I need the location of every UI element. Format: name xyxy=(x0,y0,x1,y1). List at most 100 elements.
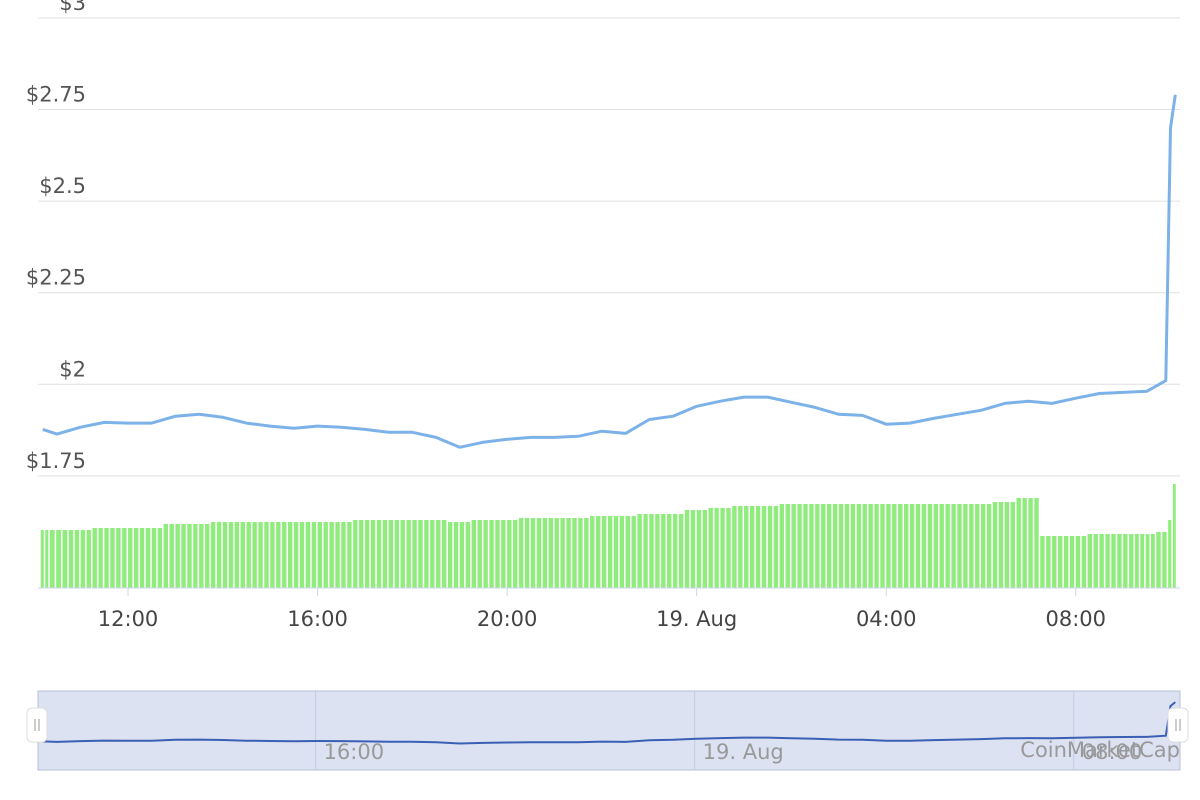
volume-bar-part xyxy=(566,518,571,588)
volume-bar-part xyxy=(708,508,713,588)
volume-bar-part xyxy=(1172,484,1176,588)
x-tick-label: 19. Aug xyxy=(656,607,737,631)
volume-bar-part xyxy=(524,518,530,588)
volume-bar-part xyxy=(110,528,115,588)
volume-bar-part xyxy=(815,504,820,588)
volume-bar xyxy=(969,504,992,588)
volume-bar-part xyxy=(554,518,559,588)
volume-bar xyxy=(187,524,210,588)
volume-bar xyxy=(803,504,826,588)
volume-bar-part xyxy=(412,520,417,588)
volume-bar-part xyxy=(62,530,68,588)
volume-bar xyxy=(732,506,755,588)
volume-bar xyxy=(495,520,518,588)
volume-bar-part xyxy=(264,522,269,588)
volume-bar-part xyxy=(892,504,897,588)
volume-bar-part xyxy=(513,520,518,588)
volume-bar-part xyxy=(927,504,933,588)
volume-bar-part xyxy=(317,522,322,588)
volume-bar xyxy=(518,518,542,588)
volume-bar-part xyxy=(998,502,1004,588)
volume-bar-part xyxy=(969,504,974,588)
navigator-handle-left[interactable] xyxy=(26,707,48,743)
volume-bar-part xyxy=(216,522,222,588)
volume-bar-part xyxy=(684,510,690,588)
volume-bar-part xyxy=(495,520,500,588)
volume-bar xyxy=(945,504,968,588)
volume-bar-part xyxy=(678,514,684,588)
volume-bar-part xyxy=(720,508,725,588)
volume-bar-part xyxy=(376,520,382,588)
volume-bar-part xyxy=(181,524,186,588)
volume-bar-part xyxy=(400,520,405,588)
volume-bar-part xyxy=(163,524,168,588)
volume-bar-part xyxy=(726,508,731,588)
volume-bar-part xyxy=(779,504,785,588)
volume-bar xyxy=(826,504,850,588)
volume-bar-part xyxy=(210,522,216,588)
volume-bar-part xyxy=(619,516,625,588)
volume-bar xyxy=(305,522,328,588)
volume-bar xyxy=(1111,534,1134,588)
volume-bar-part xyxy=(122,528,127,588)
volume-bar-part xyxy=(643,514,648,588)
volume-bar xyxy=(116,528,139,588)
volume-bar-part xyxy=(205,524,210,588)
volume-bar-part xyxy=(80,530,86,588)
volume-bar xyxy=(1040,536,1063,588)
volume-bar-part xyxy=(471,520,477,588)
volume-bar xyxy=(850,504,873,588)
volume-bar-part xyxy=(507,520,512,588)
volume-bar-part xyxy=(714,508,719,588)
volume-bar xyxy=(1016,498,1039,588)
volume-bar-part xyxy=(909,504,915,588)
volume-bar xyxy=(613,516,636,588)
volume-bar xyxy=(566,518,589,588)
y-tick-label: $2.25 xyxy=(26,266,86,290)
volume-bar xyxy=(1134,534,1155,588)
volume-bar-part xyxy=(1004,502,1010,588)
x-tick-label: 04:00 xyxy=(856,607,917,631)
volume-bar-part xyxy=(175,524,180,588)
volume-bar-part xyxy=(844,504,850,588)
volume-bar-part xyxy=(548,518,554,588)
volume-bar-part xyxy=(453,522,459,588)
volume-bar-part xyxy=(803,504,808,588)
volume-bar xyxy=(353,520,376,588)
volume-bar xyxy=(329,522,352,588)
volume-bar-part xyxy=(767,506,773,588)
volume-bar-part xyxy=(785,504,790,588)
volume-bar-part xyxy=(489,520,494,588)
volume-bar-part xyxy=(868,504,873,588)
volume-bar xyxy=(447,522,471,588)
volume-bar xyxy=(376,520,400,588)
volume-bar-part xyxy=(1052,536,1057,588)
volume-bar-part xyxy=(572,518,577,588)
volume-bar-part xyxy=(299,522,305,588)
y-tick-label: $2 xyxy=(59,357,86,381)
volume-bar-part xyxy=(921,504,927,588)
volume-bar-part xyxy=(335,522,340,588)
volume-bar-part xyxy=(939,504,944,588)
volume-bar xyxy=(210,522,234,588)
volume-bar-part xyxy=(56,530,61,588)
volume-bar-part xyxy=(744,506,749,588)
volume-bar-part xyxy=(1134,534,1139,588)
volume-bar-part xyxy=(1022,498,1027,588)
volume-bar-part xyxy=(1034,498,1039,588)
watermark: CoinMarketCap xyxy=(1020,738,1180,762)
volume-bar-part xyxy=(1145,534,1150,588)
volume-bar-part xyxy=(1123,534,1128,588)
volume-bar-part xyxy=(655,514,660,588)
volume-bar-part xyxy=(246,522,251,588)
navigator-handle-left-body xyxy=(26,707,48,743)
volume-bar-part xyxy=(104,528,109,588)
volume-bar xyxy=(92,528,115,588)
volume-bar-part xyxy=(560,518,565,588)
volume-bar-part xyxy=(341,522,346,588)
volume-bar xyxy=(49,530,68,588)
volume-bar-part xyxy=(821,504,826,588)
price-line xyxy=(42,94,1177,449)
navigator-handle-right[interactable] xyxy=(1167,707,1189,743)
